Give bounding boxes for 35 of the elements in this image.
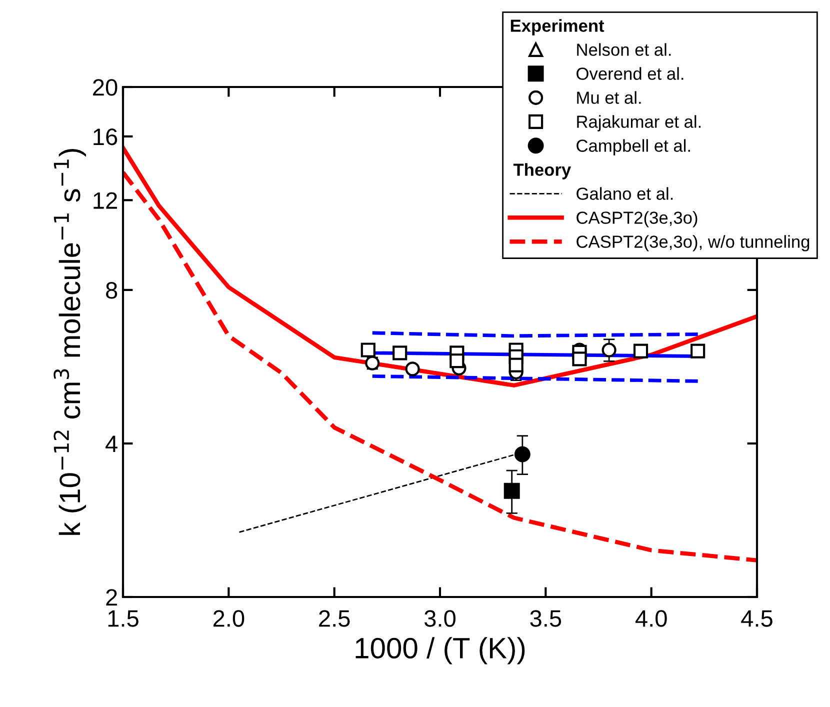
point <box>690 344 706 358</box>
y-tick-label: 2 <box>106 589 117 606</box>
point <box>392 346 408 360</box>
point <box>450 354 464 368</box>
legend-label: Campbell et al. <box>576 139 690 156</box>
point <box>514 446 530 462</box>
point <box>602 342 616 358</box>
legend-label: CASPT2(3e,3o) <box>576 211 698 228</box>
x-tick-label: 4.0 <box>635 610 667 627</box>
point <box>572 352 587 366</box>
legend-label: Rajakumar et al. <box>577 115 701 132</box>
y-tick-label: 4 <box>106 436 118 452</box>
x-tick-label: 2.0 <box>213 610 244 627</box>
point <box>504 482 520 499</box>
y-tick-label: 20 <box>93 79 118 96</box>
legend-label: Overend et al. <box>576 67 684 80</box>
legend-label: CASPT2(3e,3o), w/o tunneling <box>576 235 810 252</box>
text: k (10$^{−12}$ cm$^{3}$ molecule$^{−1}$ s$^{−1}$) <box>54 149 86 535</box>
y-tick-label: 16 <box>94 128 118 146</box>
x-tick-label: 4.5 <box>741 610 772 627</box>
legend-label: Galano et al. <box>576 187 673 200</box>
x-tick-label: 1.5 <box>108 610 138 627</box>
x-axis-title: 1000 / (T (K)) <box>356 637 525 664</box>
legend-label: Mu et al. <box>577 91 641 104</box>
x-tick-label: 3.0 <box>424 610 456 627</box>
legend-title: Experiment <box>510 19 604 36</box>
point <box>405 362 420 376</box>
x-tick-label: 3.5 <box>530 610 562 627</box>
point <box>633 344 648 358</box>
y-tick-label: 12 <box>94 192 117 209</box>
annotation: Theory <box>513 163 572 180</box>
point <box>360 342 376 358</box>
x-tick-label: 2.5 <box>319 610 350 627</box>
legend-label: Nelson et al. <box>577 43 671 56</box>
y-tick-label: 8 <box>106 282 118 299</box>
